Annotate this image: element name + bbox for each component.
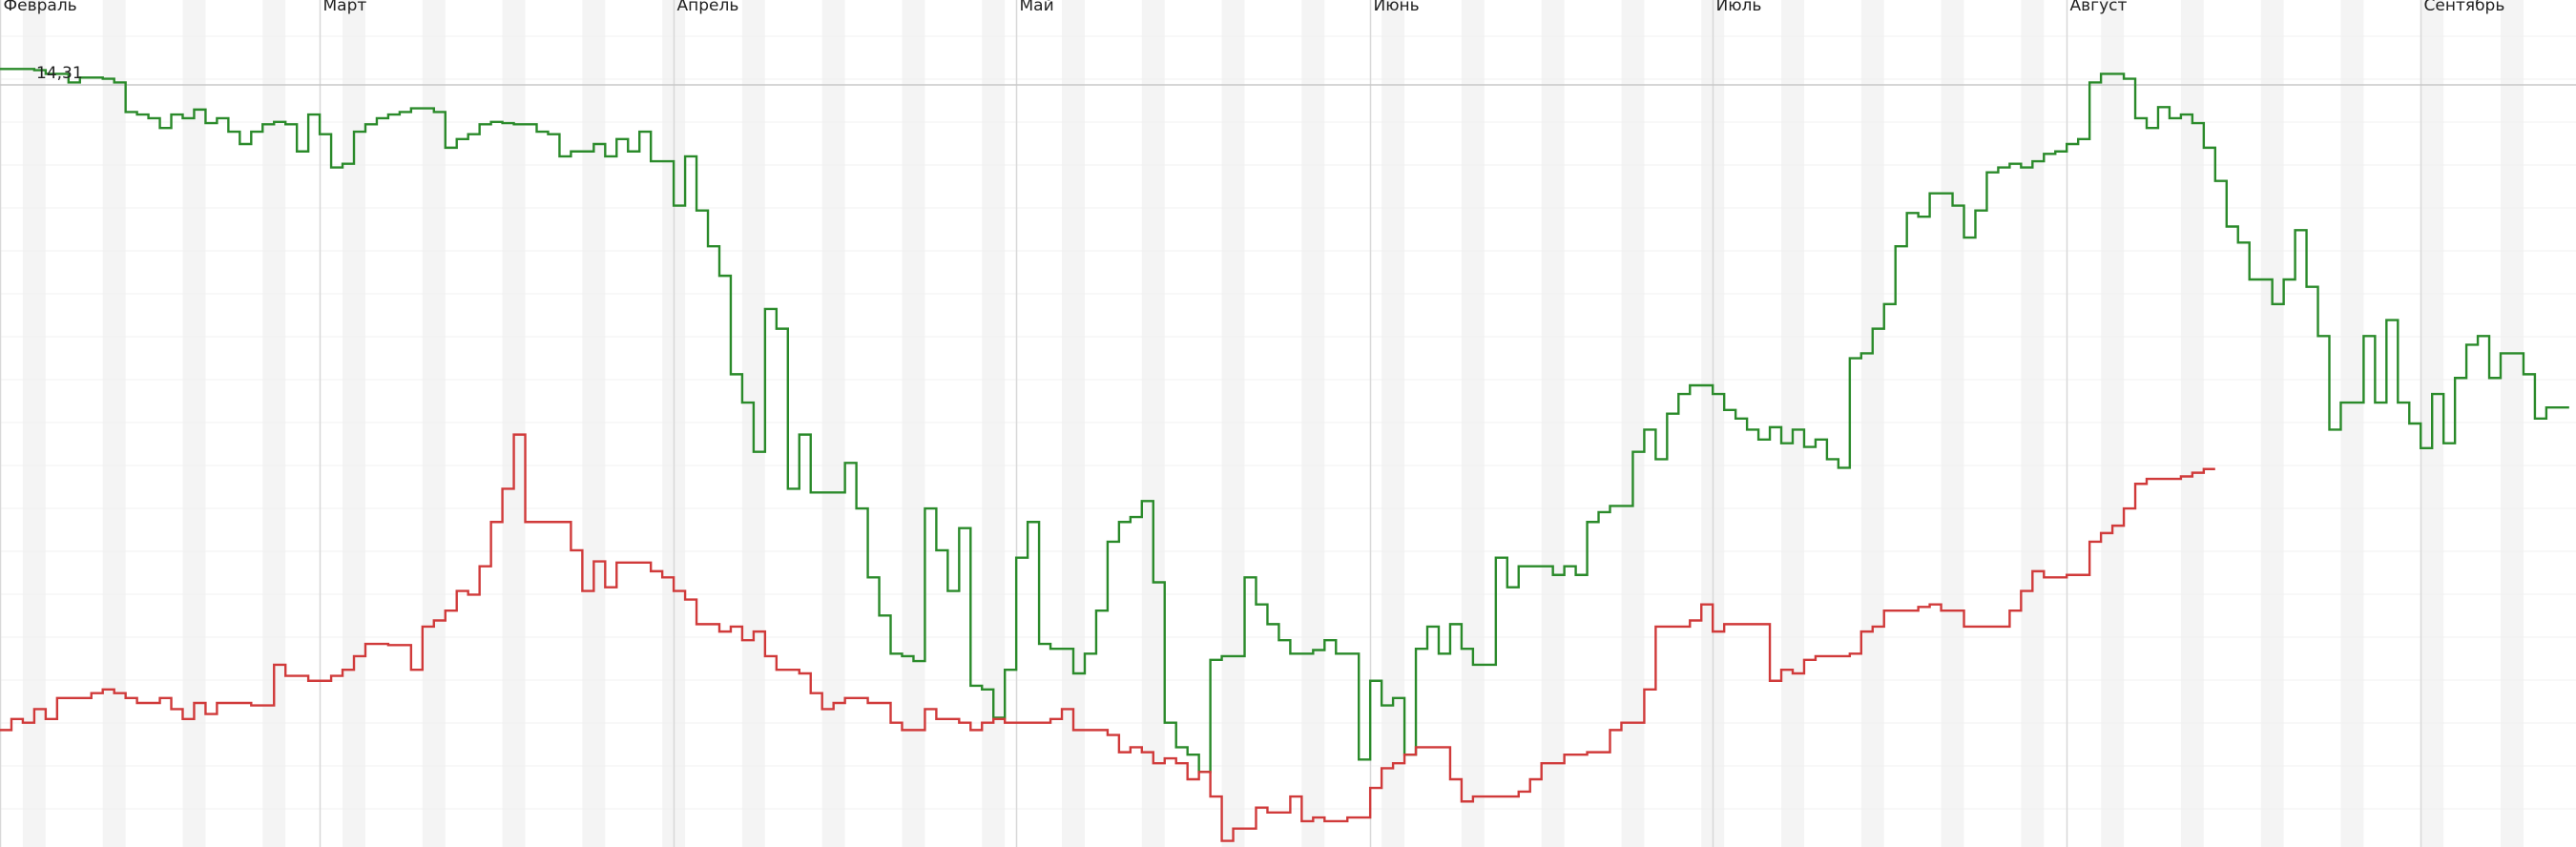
month-label: Май [1020, 0, 1054, 15]
weekend-band [262, 0, 286, 847]
month-label: Февраль [4, 0, 77, 15]
month-label: Июль [1716, 0, 1762, 15]
month-label: Март [323, 0, 367, 15]
weekend-band [2260, 0, 2284, 847]
weekend-band [1381, 0, 1405, 847]
weekend-band [2021, 0, 2045, 847]
reference-label: 14,31 [36, 64, 83, 83]
series-line [0, 68, 2569, 774]
weekend-band [582, 0, 606, 847]
weekend-band [22, 0, 46, 847]
weekend-band [1461, 0, 1485, 847]
weekend-band [1301, 0, 1325, 847]
weekend-band [2340, 0, 2364, 847]
weekend-band [1860, 0, 1884, 847]
month-label: Сентябрь [2424, 0, 2505, 15]
weekend-band [343, 0, 365, 847]
weekend-band [502, 0, 526, 847]
weekend-band [821, 0, 845, 847]
month-label: Июнь [1374, 0, 1420, 15]
weekend-band [1141, 0, 1165, 847]
weekend-band [1941, 0, 1964, 847]
weekend-band [422, 0, 446, 847]
weekend-band [982, 0, 1006, 847]
weekend-band [102, 0, 126, 847]
weekend-band [1621, 0, 1645, 847]
weekend-band [2501, 0, 2524, 847]
weekend-band [1062, 0, 1085, 847]
weekend-band [2180, 0, 2204, 847]
weekend-band [902, 0, 925, 847]
month-label: Апрель [677, 0, 739, 15]
weekend-band [1221, 0, 1245, 847]
weekend-band [1541, 0, 1565, 847]
month-label: Август [2070, 0, 2128, 15]
weekend-band [2101, 0, 2125, 847]
series-line [0, 433, 2215, 842]
weekend-band [182, 0, 206, 847]
weekend-band [1781, 0, 1804, 847]
